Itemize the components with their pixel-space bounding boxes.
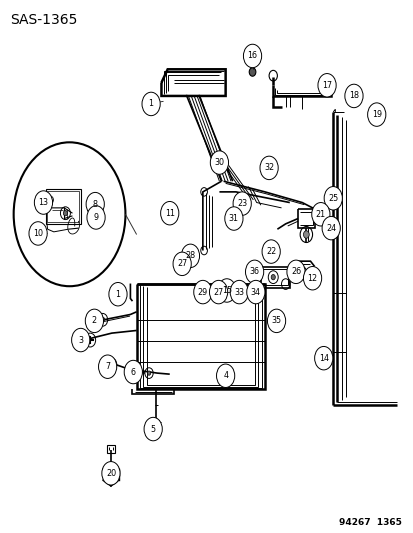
Text: 1: 1 [115, 290, 120, 298]
Text: 33: 33 [234, 288, 244, 296]
Circle shape [317, 74, 335, 97]
Circle shape [233, 192, 251, 215]
Text: 7: 7 [105, 362, 110, 371]
Circle shape [249, 68, 255, 76]
Circle shape [267, 309, 285, 333]
Text: 19: 19 [371, 110, 381, 119]
Circle shape [173, 252, 191, 276]
Text: 27: 27 [213, 288, 223, 296]
Circle shape [303, 231, 309, 238]
Circle shape [14, 142, 125, 286]
Text: 28: 28 [185, 252, 195, 260]
Text: 2: 2 [92, 317, 97, 325]
Circle shape [210, 151, 228, 174]
Circle shape [286, 260, 304, 284]
Text: 13: 13 [38, 198, 48, 207]
Circle shape [85, 309, 103, 333]
Circle shape [261, 240, 280, 263]
Text: 9: 9 [93, 213, 98, 222]
Text: 18: 18 [348, 92, 358, 100]
Circle shape [147, 371, 150, 375]
Text: 14: 14 [318, 354, 328, 362]
Text: 29: 29 [197, 288, 207, 296]
Circle shape [224, 207, 242, 230]
Circle shape [271, 274, 275, 280]
Circle shape [98, 355, 116, 378]
Text: 21: 21 [315, 210, 325, 219]
Text: 30: 30 [214, 158, 224, 167]
Text: 5: 5 [150, 425, 155, 433]
Circle shape [160, 201, 178, 225]
Circle shape [142, 92, 160, 116]
Circle shape [245, 260, 263, 284]
Text: SAS-1365: SAS-1365 [10, 13, 78, 27]
Circle shape [144, 417, 162, 441]
Circle shape [109, 282, 127, 306]
Circle shape [193, 280, 211, 304]
Text: 25: 25 [328, 194, 337, 203]
Circle shape [63, 211, 67, 216]
Text: 6: 6 [131, 368, 135, 376]
Text: 35: 35 [271, 317, 281, 325]
Circle shape [71, 328, 90, 352]
Text: 27: 27 [177, 260, 187, 268]
Text: 12: 12 [307, 274, 317, 282]
Circle shape [323, 187, 342, 210]
Circle shape [29, 222, 47, 245]
Text: 36: 36 [249, 268, 259, 276]
Text: 34: 34 [250, 288, 260, 296]
Text: 11: 11 [164, 209, 174, 217]
Circle shape [100, 317, 104, 322]
Text: 24: 24 [325, 224, 335, 232]
Circle shape [181, 244, 199, 268]
Circle shape [230, 280, 248, 304]
Text: 94267  1365: 94267 1365 [338, 518, 401, 527]
Circle shape [367, 103, 385, 126]
Circle shape [86, 192, 104, 216]
Circle shape [259, 156, 278, 180]
Circle shape [321, 216, 339, 240]
Bar [107, 445, 115, 453]
Text: 15: 15 [221, 286, 231, 295]
Text: 10: 10 [33, 229, 43, 238]
Text: 22: 22 [266, 247, 275, 256]
Text: 17: 17 [321, 81, 331, 90]
Text: 23: 23 [237, 199, 247, 208]
Circle shape [124, 360, 142, 384]
Circle shape [87, 206, 105, 229]
Circle shape [303, 266, 321, 290]
Circle shape [216, 364, 234, 387]
Circle shape [34, 191, 52, 214]
Text: 31: 31 [228, 214, 238, 223]
Text: 26: 26 [290, 268, 300, 276]
Text: 3: 3 [78, 336, 83, 344]
Text: 8: 8 [93, 200, 97, 208]
Circle shape [102, 462, 120, 485]
Text: 20: 20 [106, 469, 116, 478]
Circle shape [344, 84, 362, 108]
Circle shape [243, 44, 261, 68]
Text: 4: 4 [223, 372, 228, 380]
Circle shape [314, 346, 332, 370]
Text: 32: 32 [263, 164, 273, 172]
Text: 1: 1 [148, 100, 153, 108]
Circle shape [217, 279, 235, 302]
Bar [45, 189, 81, 224]
Bar [47, 191, 79, 222]
Text: 16: 16 [247, 52, 257, 60]
Circle shape [246, 280, 264, 304]
Circle shape [311, 203, 329, 226]
Circle shape [209, 280, 227, 304]
